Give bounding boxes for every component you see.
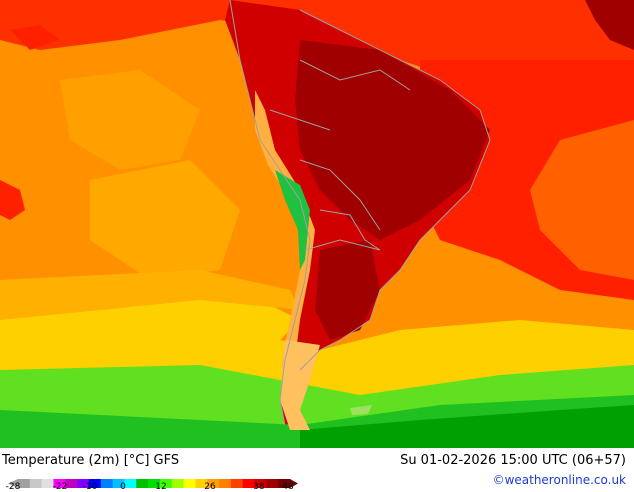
east-atlantic-orange [530,120,634,280]
legend-tick: 48 [282,482,294,492]
legend-swatch [88,479,102,488]
legend-swatch [65,479,78,488]
legend-swatch [136,479,149,488]
south-dark-green [300,405,634,448]
legend-swatch [171,479,185,488]
legend-swatch [195,479,208,488]
legend-tick: -10 [82,482,98,492]
legend-swatch [148,479,161,488]
pampas-very-hot [315,240,380,340]
legend-swatch [53,479,66,488]
legend-swatch [219,479,232,488]
legend-swatch [254,479,267,488]
legend-swatch [242,479,256,488]
legend-swatch [112,479,125,488]
legend-swatch [159,479,173,488]
legend-tick: 38 [253,482,265,492]
legend-swatch [29,479,43,488]
falklands [350,405,372,415]
west-warm-blob [0,180,25,220]
patagonia [280,340,320,430]
south-light-green [0,365,634,425]
south-orange-band [0,270,300,320]
legend-swatch [230,479,244,488]
map-datetime: Su 01-02-2026 15:00 UTC (06+57) [400,453,626,468]
andes-cool-strip [255,90,315,400]
temperature-map [0,0,634,448]
legend-swatch [41,479,54,488]
legend-swatch [100,479,114,488]
legend-swatch [266,479,279,488]
country-borders [229,0,491,426]
legend-arrow-left [8,479,18,488]
pacific-light-2 [90,160,240,280]
legend-arrow-right [290,479,298,488]
color-legend: -28 -22 -10 0 12 26 38 48 [5,473,298,492]
legend-tick: 0 [120,482,126,492]
northwest-blob [10,25,60,50]
andes-green [275,170,310,270]
site-credit[interactable]: ©weatheronline.co.uk [492,473,626,487]
legend-tick: 26 [204,482,216,492]
legend-tick: -22 [52,482,68,492]
africa-corner [585,0,634,50]
legend-tick: -28 [5,482,21,492]
legend-tick: 12 [155,482,167,492]
map-canvas [0,0,634,448]
legend-swatch [278,479,291,488]
north-ocean-warm [0,0,634,150]
legend-swatch [124,479,137,488]
legend-swatch [207,479,220,488]
map-footer: Temperature (2m) [°C] GFS Su 01-02-2026 … [0,448,634,492]
legend-swatch [77,479,90,488]
map-title: Temperature (2m) [°C] GFS [2,453,180,468]
legend-swatch [18,479,31,488]
legend-swatch [183,479,196,488]
brazil-very-hot [295,40,490,240]
legend-bar [8,479,298,488]
pacific-light-1 [60,70,200,170]
